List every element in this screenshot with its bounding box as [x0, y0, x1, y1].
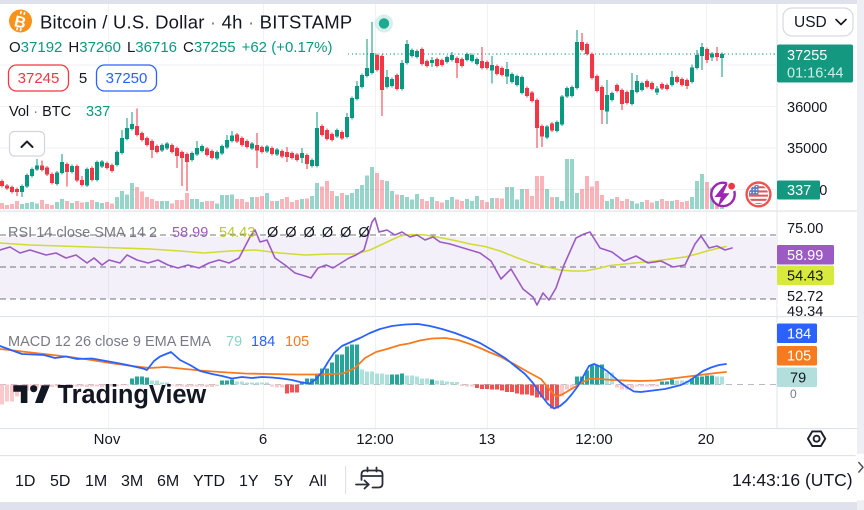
svg-text:6M: 6M [157, 473, 179, 490]
svg-text:75.00: 75.00 [787, 221, 823, 237]
svg-text:54.43: 54.43 [787, 269, 823, 285]
svg-text:Vol · BTC: Vol · BTC [9, 104, 71, 120]
svg-text:MACD 12 26 close 9 EMA EMA: MACD 12 26 close 9 EMA EMA [8, 334, 211, 350]
svg-text:79: 79 [790, 371, 806, 387]
svg-text:20: 20 [698, 431, 715, 448]
svg-text:49.34: 49.34 [787, 304, 823, 320]
svg-text:3M: 3M [121, 473, 143, 490]
svg-text:0: 0 [790, 387, 797, 401]
svg-text:13: 13 [479, 431, 496, 448]
svg-text:5: 5 [79, 70, 87, 87]
svg-text:1D: 1D [15, 473, 35, 490]
svg-text:105: 105 [787, 349, 811, 365]
svg-text:12:00: 12:00 [575, 431, 613, 448]
svg-text:105: 105 [285, 334, 309, 350]
svg-text:52.72: 52.72 [787, 289, 823, 305]
svg-text:Nov: Nov [94, 431, 121, 448]
svg-text:79: 79 [226, 334, 242, 350]
svg-text:37255: 37255 [787, 48, 827, 64]
svg-text:337: 337 [787, 183, 811, 199]
svg-text:14:43:16 (UTC): 14:43:16 (UTC) [732, 470, 853, 490]
svg-text:RSI 14 close SMA 14 2: RSI 14 close SMA 14 2 [8, 225, 157, 241]
svg-text:35000: 35000 [787, 141, 827, 157]
svg-text:37250: 37250 [106, 70, 148, 87]
svg-text:6: 6 [259, 431, 267, 448]
svg-text:5D: 5D [50, 473, 70, 490]
svg-text:1M: 1M [85, 473, 107, 490]
svg-text:184: 184 [251, 334, 275, 350]
svg-text:58.99: 58.99 [172, 225, 208, 241]
svg-text:01:16:44: 01:16:44 [787, 66, 843, 82]
svg-text:184: 184 [787, 327, 811, 343]
svg-text:12:00: 12:00 [356, 431, 394, 448]
svg-text:36000: 36000 [787, 100, 827, 116]
svg-text:All: All [309, 473, 327, 490]
svg-text:YTD: YTD [193, 473, 225, 490]
svg-text:54.43: 54.43 [219, 225, 255, 241]
svg-text:58.99: 58.99 [787, 248, 823, 264]
svg-text:337: 337 [86, 104, 110, 120]
svg-text:5Y: 5Y [274, 473, 294, 490]
svg-text:ØØØØØØ: ØØØØØØ [267, 225, 377, 241]
svg-text:B: B [13, 13, 28, 32]
svg-text:Bitcoin / U.S. Dollar · 4h · B: Bitcoin / U.S. Dollar · 4h · BITSTAMP [40, 12, 352, 33]
svg-text:37245: 37245 [18, 70, 60, 87]
svg-text:1Y: 1Y [239, 473, 259, 490]
svg-text:USD: USD [794, 14, 827, 31]
svg-text:TradingView: TradingView [58, 381, 207, 409]
